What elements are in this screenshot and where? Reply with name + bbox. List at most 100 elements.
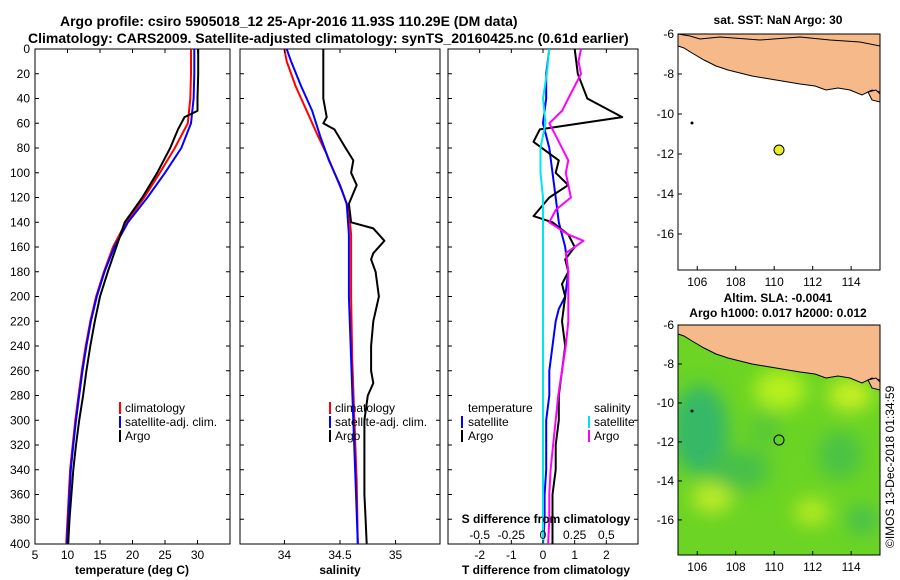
header-line2: Climatology: CARS2009. Satellite-adjuste…: [28, 30, 629, 46]
series-line-argo: [322, 49, 386, 544]
salinity-panel: [283, 49, 386, 544]
depth-tick-label: 140: [10, 215, 30, 229]
x-tick-label: -1: [506, 548, 517, 562]
x-tick-label: -2: [474, 548, 485, 562]
x-tick-label: 35: [389, 548, 403, 562]
x-tick-label: 10: [61, 548, 75, 562]
legend-t-satellite: satellite: [468, 415, 509, 429]
s-tick-label: -0.25: [498, 528, 526, 542]
depth-tick-label: 180: [10, 265, 30, 279]
x-tick-label: 20: [126, 548, 140, 562]
legend-satellite: satellite-adj. clim.: [125, 415, 217, 429]
sla-map: [678, 325, 880, 555]
series-line-satellite-adj-clim-: [65, 49, 196, 544]
depth-tick-label: 100: [10, 166, 30, 180]
sst-map-title: sat. SST: NaN Argo: 30: [714, 13, 843, 27]
series-line-s-argo: [547, 49, 585, 544]
s-tick-label: 0: [540, 528, 547, 542]
series-line-s-satellite: [539, 49, 551, 544]
island-marker: [690, 121, 694, 125]
salinity-xlabel: salinity: [319, 563, 361, 577]
temperature-panel: [65, 49, 200, 544]
map-x-tick-label: 114: [842, 275, 861, 289]
series-line-climatology: [283, 49, 359, 544]
legend-salinity-title: salinity: [594, 401, 631, 415]
map-x-tick-label: 108: [726, 560, 746, 574]
depth-tick-label: 120: [10, 191, 30, 205]
depth-tick-label: 80: [17, 141, 31, 155]
depth-tick-label: 160: [10, 240, 30, 254]
map-y-tick-label: -10: [657, 107, 675, 121]
legend-climatology: climatology: [335, 401, 395, 415]
depth-tick-label: 20: [17, 67, 31, 81]
x-tick-label: 0: [540, 548, 547, 562]
land-java: [678, 325, 880, 384]
series-line-climatology: [65, 49, 192, 544]
depth-tick-label: 40: [17, 92, 31, 106]
temperature-xlabel: temperature (deg C): [75, 563, 189, 577]
map-y-tick-label: -12: [657, 147, 675, 161]
sst-map-frame: [677, 33, 881, 271]
land-java: [678, 34, 880, 96]
depth-tick-label: 340: [10, 463, 30, 477]
x-tick-label: 25: [158, 548, 172, 562]
watermark: ©IMOS 13-Dec-2018 01:34:59: [883, 385, 897, 548]
x-tick-label: 30: [191, 548, 205, 562]
map-x-tick-label: 106: [687, 275, 707, 289]
depth-tick-label: 400: [10, 537, 30, 551]
s-tick-label: -0.5: [469, 528, 490, 542]
depth-tick-label: 280: [10, 389, 30, 403]
salinity-panel-frame: [239, 48, 441, 545]
depth-tick-label: 380: [10, 512, 30, 526]
series-line-argo: [67, 49, 200, 544]
depth-tick-label: 260: [10, 364, 30, 378]
difference-panel: [532, 49, 624, 544]
s-difference-label: S difference from climatology: [462, 512, 631, 526]
s-tick-label: 0.25: [563, 528, 587, 542]
legend-t-argo: Argo: [468, 429, 494, 443]
legend-s-argo: Argo: [594, 429, 620, 443]
map-y-tick-label: -10: [657, 396, 675, 410]
difference-xlabel: T difference from climatology: [462, 563, 630, 577]
legend-climatology: climatology: [125, 401, 185, 415]
depth-tick-label: 200: [10, 290, 30, 304]
sst-map: [678, 34, 880, 270]
depth-tick-label: 360: [10, 488, 30, 502]
x-tick-label: 34: [278, 548, 292, 562]
x-tick-label: 2: [603, 548, 610, 562]
map-x-tick-label: 112: [803, 275, 822, 289]
map-y-tick-label: -14: [657, 474, 675, 488]
land-bali: [867, 377, 880, 391]
map-y-tick-label: -6: [663, 27, 674, 41]
legend-s-satellite: satellite: [594, 415, 635, 429]
map-y-tick-label: -14: [657, 187, 675, 201]
land-bali: [867, 89, 880, 103]
depth-tick-label: 60: [17, 116, 31, 130]
header-line1: Argo profile: csiro 5905018_12 25-Apr-20…: [60, 13, 518, 29]
sla-map-title: Altim. SLA: -0.0041: [724, 291, 833, 305]
sla-map-frame: [677, 324, 881, 556]
map-y-tick-label: -16: [657, 227, 675, 241]
sst-map-axes: 106 108 110 112 114 -6 -8 -10 -12 -14 -16: [657, 27, 861, 289]
sla-map-axes: 106 108 110 112 114 -6 -8 -10 -12 -14 -16: [657, 318, 861, 574]
depth-tick-label: 240: [10, 339, 30, 353]
island-marker: [690, 409, 694, 413]
map-y-tick-label: -8: [663, 357, 674, 371]
sla-map-subtitle: Argo h1000: 0.017 h2000: 0.012: [689, 306, 867, 320]
legend-temperature-title: temperature: [468, 401, 533, 415]
depth-tick-label: 320: [10, 438, 30, 452]
depth-tick-label: 220: [10, 314, 30, 328]
argo-location-marker: [773, 434, 785, 446]
depth-axis: 0 20 40 60 80 100 120 140 160 180 200 220 240 260 280 3…: [10, 42, 30, 551]
depth-tick-label: 0: [23, 42, 30, 56]
map-y-tick-label: -12: [657, 435, 675, 449]
map-x-tick-label: 110: [765, 560, 784, 574]
land-north: [678, 34, 880, 47]
map-y-tick-label: -6: [663, 318, 674, 332]
legend-satellite: satellite-adj. clim.: [335, 415, 427, 429]
map-x-tick-label: 114: [842, 560, 861, 574]
temperature-legend: climatology satellite-adj. clim. Argo: [119, 401, 217, 443]
x-tick-label: 5: [32, 548, 39, 562]
argo-location-marker: [773, 144, 785, 156]
